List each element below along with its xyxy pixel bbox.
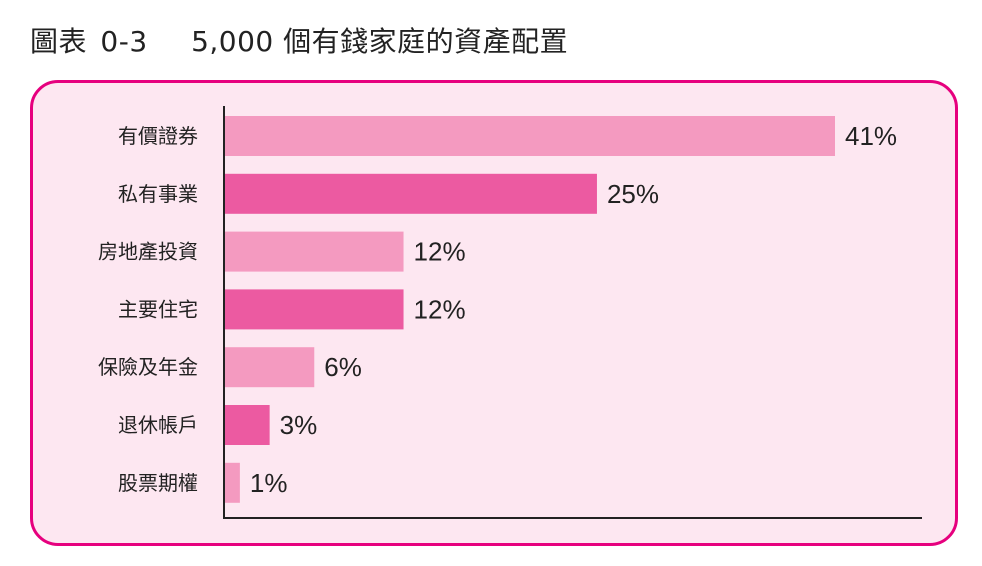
bar xyxy=(225,347,315,388)
value-label: 25% xyxy=(607,179,659,209)
bar xyxy=(225,405,270,445)
bar xyxy=(225,462,240,503)
bar xyxy=(225,116,835,156)
category-label: 股票期權 xyxy=(118,471,198,495)
bar xyxy=(225,231,404,272)
value-label: 41% xyxy=(845,121,897,151)
category-label: 有價證券 xyxy=(118,124,198,148)
value-label: 3% xyxy=(280,410,318,440)
category-label: 私有事業 xyxy=(118,182,198,206)
category-label: 主要住宅 xyxy=(118,297,198,321)
bar xyxy=(225,173,597,214)
chart-panel xyxy=(30,80,958,546)
chart-title: 圖表 0-3 5,000 個有錢家庭的資產配置 xyxy=(30,20,568,60)
value-label: 1% xyxy=(250,468,288,498)
value-label: 12% xyxy=(414,294,466,324)
category-label: 保險及年金 xyxy=(98,355,198,379)
title-number: 0-3 xyxy=(100,25,148,58)
value-label: 6% xyxy=(324,352,362,382)
category-label: 退休帳戶 xyxy=(118,413,198,437)
title-text: 5,000 個有錢家庭的資產配置 xyxy=(191,25,569,58)
bar xyxy=(225,289,404,330)
value-label: 12% xyxy=(414,237,466,267)
title-prefix: 圖表 xyxy=(30,25,88,58)
category-label: 房地產投資 xyxy=(98,240,198,264)
